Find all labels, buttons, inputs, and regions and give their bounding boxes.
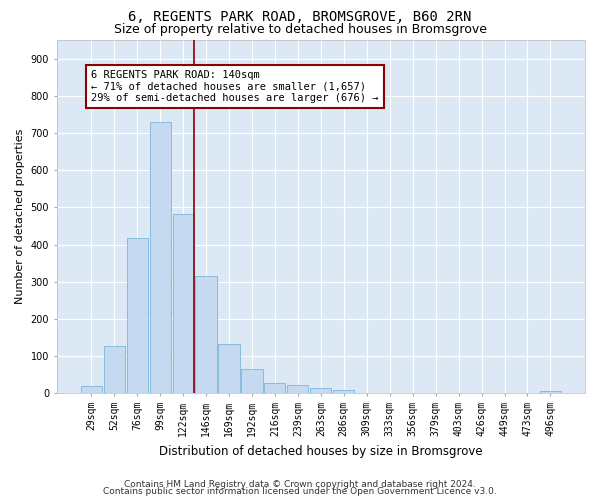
Bar [333, 390, 355, 394]
Bar [81, 386, 102, 394]
Text: Size of property relative to detached houses in Bromsgrove: Size of property relative to detached ho… [113, 22, 487, 36]
Text: 6 REGENTS PARK ROAD: 140sqm
← 71% of detached houses are smaller (1,657)
29% of : 6 REGENTS PARK ROAD: 140sqm ← 71% of det… [91, 70, 379, 103]
Y-axis label: Number of detached properties: Number of detached properties [15, 129, 25, 304]
Bar [310, 388, 331, 394]
Bar [173, 214, 194, 394]
Text: Contains public sector information licensed under the Open Government Licence v3: Contains public sector information licen… [103, 488, 497, 496]
Bar [127, 238, 148, 394]
Bar [218, 344, 239, 394]
Bar [241, 369, 263, 394]
Text: Contains HM Land Registry data © Crown copyright and database right 2024.: Contains HM Land Registry data © Crown c… [124, 480, 476, 489]
Text: 6, REGENTS PARK ROAD, BROMSGROVE, B60 2RN: 6, REGENTS PARK ROAD, BROMSGROVE, B60 2R… [128, 10, 472, 24]
Bar [196, 276, 217, 394]
Bar [265, 383, 286, 394]
Bar [104, 346, 125, 394]
Bar [540, 392, 561, 394]
Bar [149, 122, 171, 394]
Bar [287, 385, 308, 394]
X-axis label: Distribution of detached houses by size in Bromsgrove: Distribution of detached houses by size … [159, 444, 482, 458]
